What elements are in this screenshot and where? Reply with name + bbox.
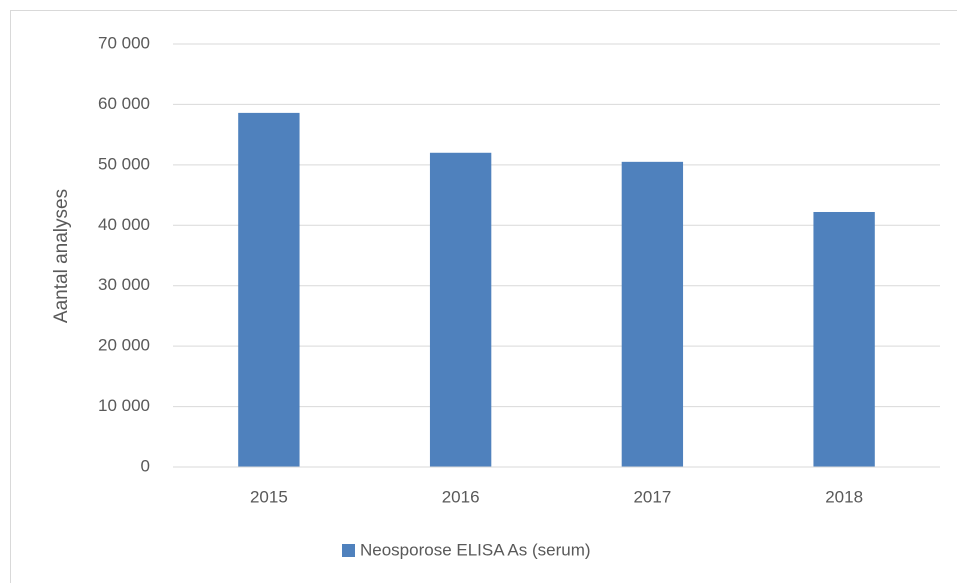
bar bbox=[621, 161, 684, 468]
legend-swatch bbox=[342, 544, 355, 557]
y-tick-label: 20 000 bbox=[98, 336, 150, 355]
y-tick-label: 0 bbox=[141, 456, 150, 475]
x-tick-label: 2018 bbox=[825, 487, 863, 506]
bar bbox=[238, 112, 300, 467]
y-tick-label: 50 000 bbox=[98, 154, 150, 173]
legend-label: Neosporose ELISA As (serum) bbox=[360, 540, 591, 559]
x-tick-label: 2017 bbox=[633, 487, 671, 506]
y-tick-label: 60 000 bbox=[98, 94, 150, 113]
y-tick-label: 10 000 bbox=[98, 396, 150, 415]
bar bbox=[813, 211, 875, 467]
x-tick-label: 2015 bbox=[250, 487, 288, 506]
y-tick-label: 40 000 bbox=[98, 215, 150, 234]
x-tick-label: 2016 bbox=[442, 487, 480, 506]
y-tick-label: 30 000 bbox=[98, 275, 150, 294]
bar bbox=[429, 152, 492, 467]
y-tick-label: 70 000 bbox=[98, 33, 150, 52]
y-axis-label: Aantal analyses bbox=[51, 189, 72, 323]
